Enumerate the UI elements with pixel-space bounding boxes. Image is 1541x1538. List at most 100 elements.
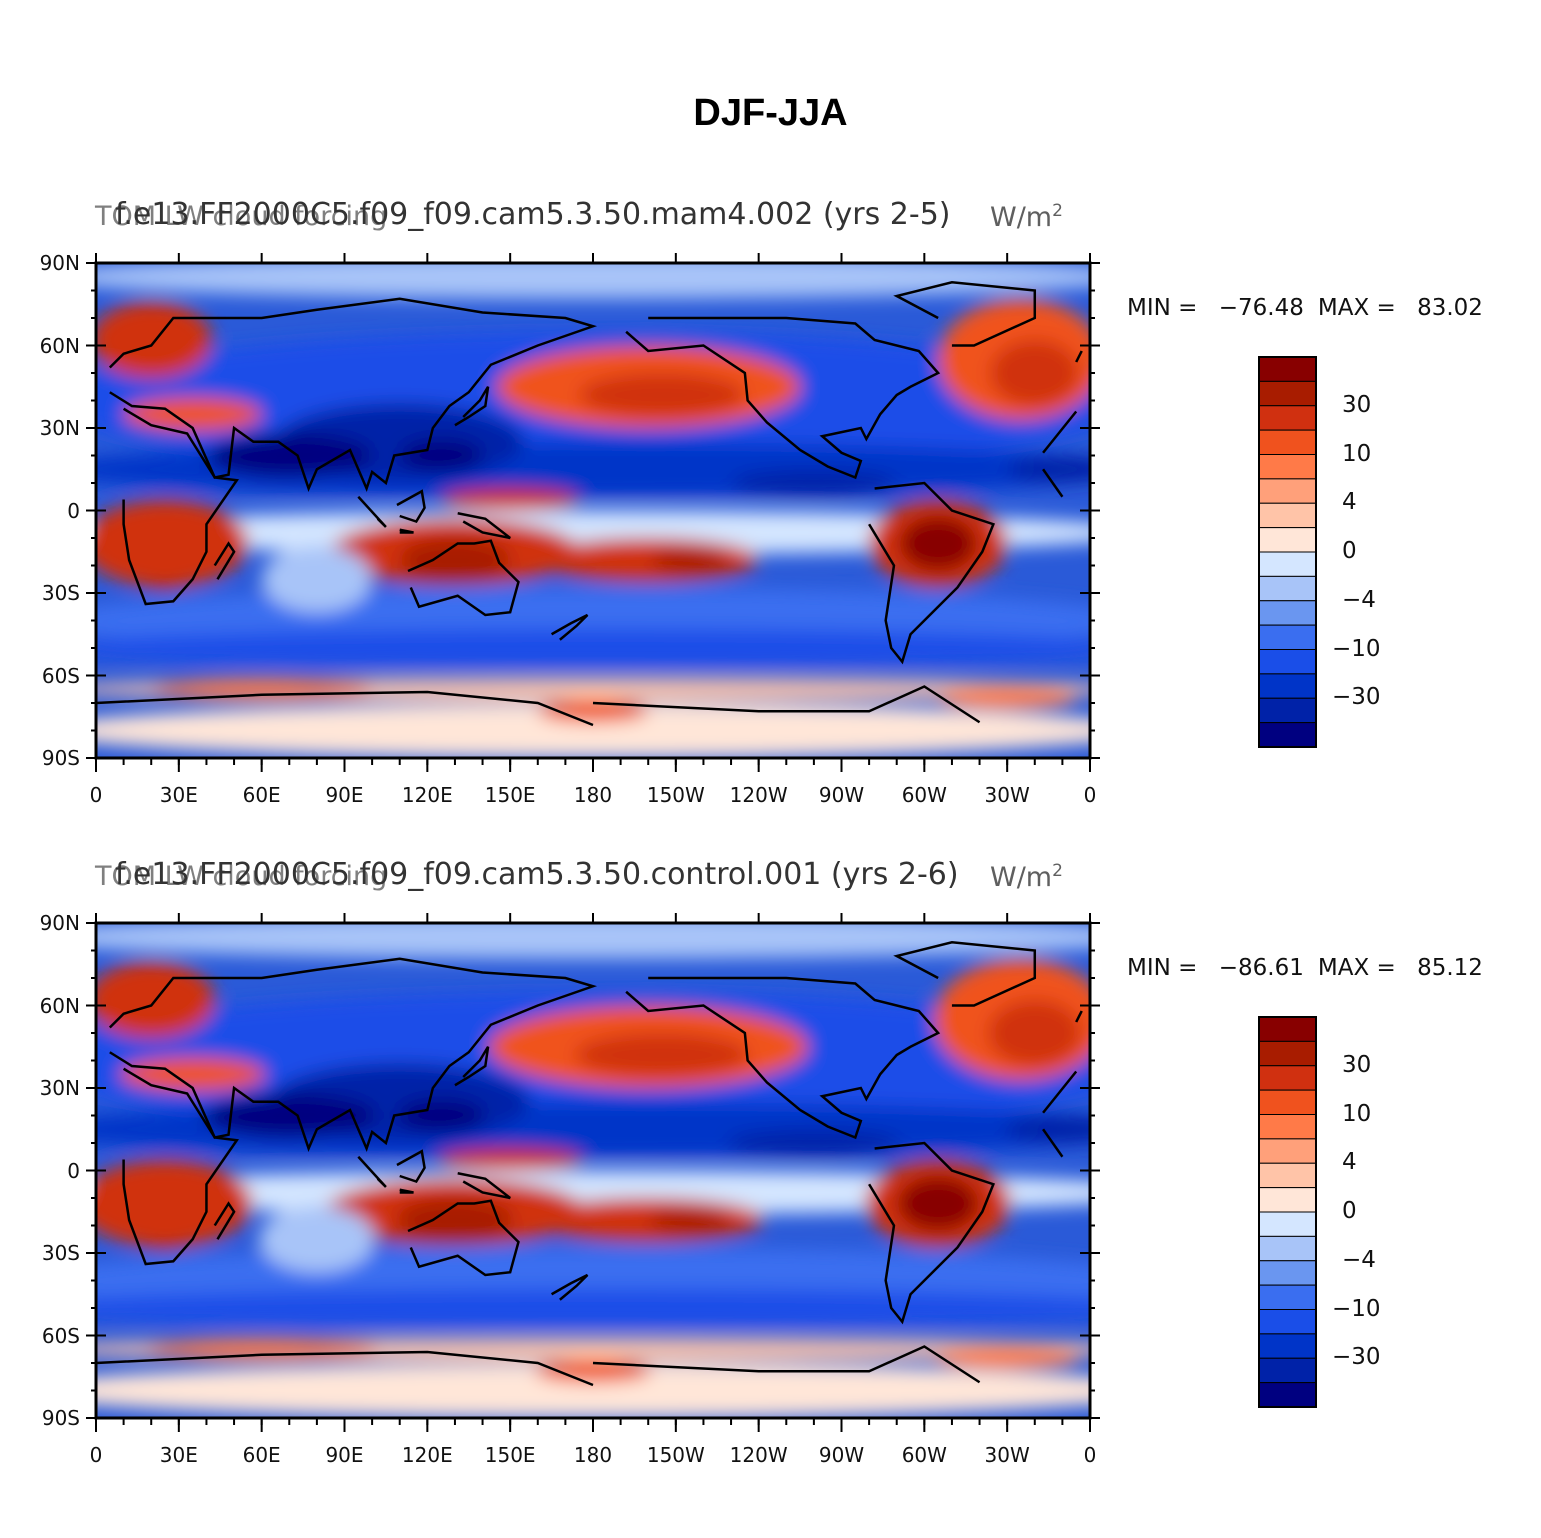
x-tick-label: 150W	[646, 783, 705, 807]
x-tick-label: 60E	[242, 1443, 281, 1467]
colorbar-swatch	[1258, 1187, 1317, 1213]
coastline-7	[454, 386, 490, 427]
field-africa-warm	[96, 499, 248, 588]
field-southern-ocean-band	[96, 628, 1090, 668]
colorbar-swatch	[1258, 600, 1317, 626]
case-label: f.e13.FF2000C5.f09_f09.cam5.3.50.control…	[115, 857, 959, 892]
coastline-3	[625, 976, 941, 1140]
colorbar-label: 30	[1342, 391, 1372, 418]
field-arctic-band	[96, 263, 1090, 299]
colorbar-label: 30	[1342, 1051, 1372, 1078]
x-tick-label: 0	[1083, 783, 1097, 807]
field-mediterranean-warm	[120, 1057, 266, 1091]
field-north-atlantic-core	[990, 340, 1079, 406]
coastlines	[96, 940, 1083, 1387]
colorbar-swatch	[1258, 380, 1317, 407]
colorbar-swatch	[1258, 624, 1317, 650]
coastline-0	[1042, 1128, 1064, 1158]
units-label: W/m2	[990, 861, 1063, 893]
colorbar-swatch	[1258, 478, 1317, 504]
coastline-0	[122, 407, 240, 606]
field-australia-hot	[399, 538, 511, 582]
x-tick-label: 30E	[159, 1443, 198, 1467]
y-tick-label: 90S	[41, 1406, 80, 1430]
coastline-5	[893, 280, 1037, 347]
colorbar-swatch	[1258, 722, 1317, 748]
field-north-pacific-core	[575, 1033, 750, 1077]
coastline-5	[893, 940, 1037, 1007]
x-tick-label: 60E	[242, 783, 281, 807]
axis-ticks	[86, 253, 1100, 772]
colorbar-swatch	[1258, 1284, 1317, 1310]
colorbar-swatch	[1258, 1016, 1317, 1042]
colorbar-label: −30	[1332, 1344, 1381, 1371]
colorbar-swatch	[1258, 454, 1317, 480]
x-tick-label: 150W	[646, 1443, 705, 1467]
x-tick-label: 90W	[818, 783, 865, 807]
coastline-0	[122, 1067, 240, 1266]
field-australia-hot	[396, 1198, 513, 1242]
colorbar-label: −4	[1342, 586, 1376, 613]
colorbar-swatch	[1258, 673, 1317, 699]
coastline-6	[96, 1350, 594, 1387]
x-tick-label: 0	[1083, 1443, 1097, 1467]
x-tick-label: 30E	[159, 783, 198, 807]
coastline-10	[399, 1188, 414, 1194]
coastline-14	[213, 541, 236, 580]
colorbar-label: −4	[1342, 1246, 1376, 1273]
field-atlantic-itcz-cold	[1004, 1115, 1090, 1143]
colorbar-label: 0	[1342, 1198, 1357, 1224]
colorbar-swatch	[1258, 1382, 1317, 1408]
field-arctic-band	[96, 923, 1090, 959]
coastline-13	[1075, 1010, 1083, 1023]
variable-label: TOM LW cloud forcing	[95, 861, 388, 892]
field-amazon-hot	[897, 1176, 979, 1231]
colorbar-swatch	[1258, 1235, 1317, 1262]
field-india-cold	[206, 433, 373, 478]
coastline-13	[1075, 350, 1083, 363]
field-antarctica-band	[96, 1363, 1090, 1418]
figure-title: DJF-JJA	[693, 92, 848, 134]
colorbar-swatch	[1258, 1260, 1317, 1286]
field-west-pacific-warm-strip	[441, 488, 580, 511]
colorbar-label: 0	[1342, 538, 1357, 564]
field-north-pacific-core	[579, 373, 745, 417]
x-tick-label: 60W	[901, 783, 947, 807]
coastline-4	[108, 957, 598, 1153]
field-europe-warm	[96, 961, 215, 1039]
colorbar-swatch	[1258, 649, 1317, 675]
x-tick-label: 150E	[484, 783, 536, 807]
field-ross-warm	[537, 700, 649, 723]
colorbar-label: 10	[1342, 440, 1372, 467]
colorbar-swatch	[1258, 356, 1317, 382]
field-antarctic-warm-1	[145, 1338, 378, 1361]
x-tick-label: 0	[89, 783, 103, 807]
colorbar-swatch	[1258, 502, 1317, 529]
field-india-cold	[202, 1093, 377, 1138]
coastline-12	[457, 1172, 511, 1200]
colorbar-swatch	[1258, 697, 1317, 724]
x-tick-label: 0	[89, 1443, 103, 1467]
field-antarctica-band	[96, 703, 1090, 758]
map-canvas	[86, 913, 1317, 1432]
coastline-8	[550, 1273, 589, 1301]
field-spcz-core	[649, 1209, 731, 1231]
field-subtropic-north-band	[96, 1101, 1090, 1157]
field-weddell-warm	[934, 1346, 1080, 1369]
map-panel-bottom: TOM LW cloud forcing f.e13.FF2000C5.f09_…	[0, 855, 1541, 1495]
case-label: f.e13.FF2000C5.f09_f09.cam5.3.50.mam4.00…	[115, 197, 951, 232]
colorbar-label: 4	[1342, 489, 1357, 516]
coastline-9	[357, 1155, 387, 1188]
colorbar-swatch	[1258, 1162, 1317, 1189]
field-africa-warm	[96, 1159, 252, 1248]
field-atlantic-itcz-cold	[1007, 455, 1090, 483]
coastline-3	[625, 316, 941, 480]
x-tick-label: 180	[573, 1443, 613, 1467]
y-tick-label: 30N	[39, 1076, 80, 1100]
x-tick-label: 120W	[729, 783, 788, 807]
field-southern-ocean-band	[96, 1288, 1090, 1328]
y-tick-label: 90N	[39, 911, 80, 935]
colorbar-swatch	[1258, 1065, 1317, 1091]
axis-ticks	[86, 913, 1100, 1432]
coastline-9	[357, 495, 387, 528]
